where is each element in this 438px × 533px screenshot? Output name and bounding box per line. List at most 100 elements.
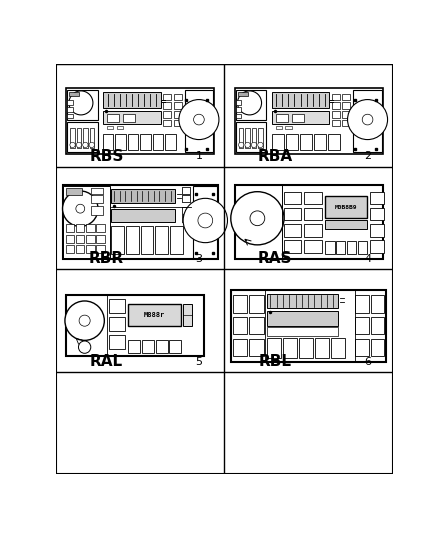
Bar — [140, 134, 151, 150]
Bar — [236, 107, 241, 111]
Circle shape — [89, 142, 95, 148]
Circle shape — [198, 213, 213, 228]
Bar — [67, 122, 98, 151]
Bar — [355, 295, 369, 313]
Bar — [325, 241, 335, 254]
Bar — [173, 102, 182, 109]
Bar — [183, 215, 190, 222]
Text: RBR: RBR — [89, 252, 124, 266]
Bar — [300, 134, 312, 150]
Bar — [183, 187, 190, 194]
Bar — [233, 317, 247, 334]
Bar — [128, 304, 181, 326]
Bar — [183, 196, 190, 202]
Circle shape — [258, 142, 263, 148]
Bar — [249, 317, 264, 334]
Bar — [276, 114, 288, 122]
Bar — [128, 341, 140, 353]
Bar — [347, 241, 356, 254]
Bar — [314, 134, 326, 150]
Bar — [299, 338, 313, 358]
Circle shape — [83, 142, 88, 148]
Circle shape — [79, 315, 90, 326]
Bar — [76, 224, 84, 232]
Bar — [66, 245, 74, 253]
Bar — [331, 338, 345, 358]
Bar — [355, 317, 369, 334]
Bar — [283, 224, 301, 237]
Bar — [272, 92, 329, 108]
Bar — [233, 295, 247, 313]
Bar — [370, 240, 385, 253]
Bar — [332, 102, 340, 109]
Bar — [236, 122, 266, 151]
Bar — [304, 240, 322, 253]
Bar — [76, 235, 84, 243]
Bar — [370, 208, 385, 221]
Bar — [86, 245, 95, 253]
Circle shape — [347, 100, 388, 140]
Bar — [117, 126, 123, 129]
Bar — [286, 134, 298, 150]
Bar — [371, 317, 384, 334]
Bar — [267, 338, 281, 358]
Bar — [332, 94, 340, 100]
Bar — [155, 341, 168, 353]
Bar — [103, 111, 161, 124]
Bar — [141, 227, 153, 254]
Text: 4: 4 — [364, 254, 371, 264]
Bar — [371, 338, 384, 356]
Text: RAS: RAS — [258, 252, 292, 266]
Bar — [86, 235, 95, 243]
Bar — [183, 207, 190, 214]
Bar — [236, 114, 241, 118]
Bar — [76, 245, 84, 253]
Circle shape — [231, 192, 284, 245]
Bar — [153, 134, 163, 150]
Bar — [67, 90, 98, 119]
Bar — [77, 127, 81, 148]
Bar — [236, 100, 241, 105]
Bar — [183, 187, 190, 194]
Circle shape — [362, 114, 373, 125]
Bar — [272, 134, 284, 150]
Bar — [183, 207, 190, 214]
Circle shape — [76, 204, 85, 213]
Bar — [183, 196, 190, 202]
Bar — [304, 224, 322, 237]
Bar — [170, 227, 183, 254]
Bar — [239, 127, 244, 148]
Bar — [183, 215, 190, 222]
Bar — [109, 317, 125, 331]
Circle shape — [245, 142, 250, 148]
Bar — [165, 134, 176, 150]
Bar — [235, 87, 383, 154]
Bar — [63, 185, 218, 259]
Bar — [283, 208, 301, 221]
Circle shape — [183, 198, 227, 243]
Bar — [370, 224, 385, 237]
Bar — [370, 192, 385, 204]
Bar — [155, 227, 168, 254]
Bar — [276, 126, 282, 129]
Text: 6: 6 — [364, 357, 371, 367]
Text: M0B8B9: M0B8B9 — [335, 205, 357, 209]
Bar — [304, 208, 322, 221]
Bar — [90, 127, 94, 148]
Bar — [103, 92, 161, 108]
Bar — [233, 338, 247, 356]
Bar — [245, 127, 250, 148]
Bar — [96, 245, 105, 253]
Circle shape — [179, 100, 219, 140]
Bar — [272, 111, 329, 124]
Bar — [126, 227, 138, 254]
Bar — [169, 341, 181, 353]
Text: 1: 1 — [196, 151, 203, 161]
Bar — [235, 185, 383, 259]
Bar — [66, 87, 214, 154]
Bar — [173, 111, 182, 118]
Bar — [328, 134, 340, 150]
Text: 2: 2 — [364, 151, 371, 161]
Bar — [342, 102, 350, 109]
Text: 3: 3 — [196, 254, 203, 264]
